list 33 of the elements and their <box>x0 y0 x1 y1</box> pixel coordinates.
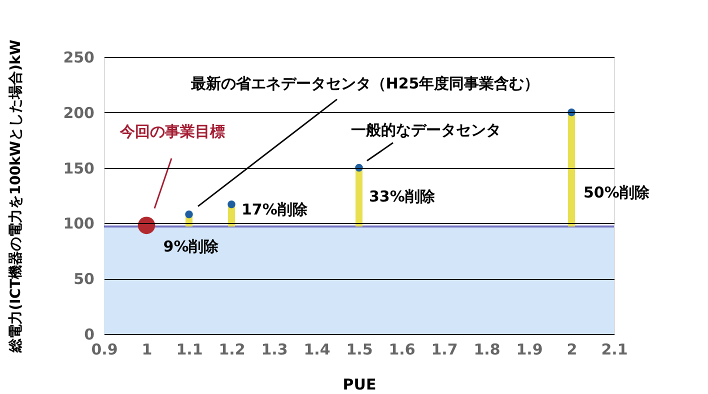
bar <box>356 168 362 227</box>
annotation: 一般的なデータセンタ <box>351 120 501 139</box>
x-tick-label: 1.3 <box>261 340 288 358</box>
point <box>185 210 193 218</box>
x-tick-label: 1.4 <box>304 340 330 358</box>
y-tick-label: 0 <box>84 326 94 344</box>
x-tick-label: 1 <box>142 340 152 358</box>
bar <box>568 112 575 227</box>
annotation: 最新の省エネデータセンタ（H25年度同事業含む） <box>190 74 540 92</box>
annotation: 50%削除 <box>584 184 650 202</box>
point <box>228 200 236 208</box>
x-tick-label: 1.1 <box>176 340 203 358</box>
annotation: 17%削除 <box>242 200 308 219</box>
x-tick-label: 1.2 <box>218 340 246 358</box>
x-tick-label: 1.6 <box>388 340 416 358</box>
y-tick-label: 50 <box>74 270 94 288</box>
x-axis-title: PUE <box>342 376 376 394</box>
y-tick-label: 250 <box>63 48 94 66</box>
x-tick-label: 2 <box>566 340 578 358</box>
x-tick-label: 2.1 <box>601 340 628 358</box>
x-tick-label: 1.5 <box>346 340 373 358</box>
y-tick-label: 150 <box>63 159 94 178</box>
x-tick-label: 1.8 <box>474 340 500 358</box>
x-tick-label: 0.9 <box>91 340 118 358</box>
x-tick-label: 1.7 <box>431 340 458 358</box>
y-axis-title: 総電力(ICT機器の電力を100kWとした場合)kW <box>8 40 24 354</box>
x-tick-label: 1.9 <box>516 340 543 358</box>
point <box>138 216 156 234</box>
y-tick-label: 200 <box>63 104 94 122</box>
y-tick-label: 100 <box>63 214 94 233</box>
annotation: 33%削除 <box>369 188 436 206</box>
annotation: 今回の事業目標 <box>119 122 225 140</box>
annotation: 9%削除 <box>163 238 220 256</box>
